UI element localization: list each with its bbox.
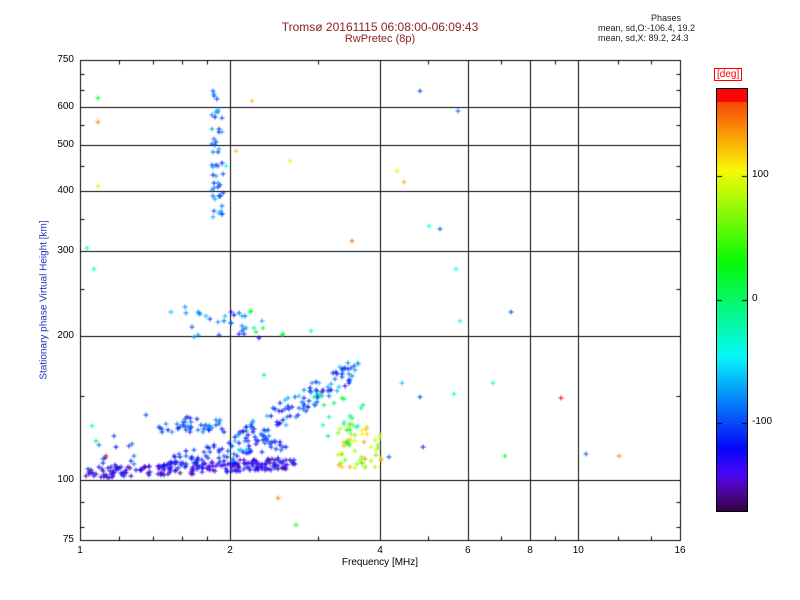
x-tick-label: 4	[377, 545, 383, 556]
colorbar-label: [deg]	[714, 68, 743, 81]
phases-annotation: Phases mean, sd,O:-106.4, 19.2 mean, sd,…	[598, 13, 734, 43]
y-tick-label: 400	[57, 185, 74, 197]
y-tick-label: 200	[57, 329, 74, 341]
colorbar-tick-label: 0	[752, 293, 758, 304]
y-tick-label: 75	[62, 534, 74, 545]
phases-o-stats: mean, sd,O:-106.4, 19.2	[598, 23, 696, 33]
plot-subtitle: RwPretec (8p)	[344, 33, 416, 45]
x-tick-label: 1	[77, 545, 83, 556]
x-tick-label: 6	[464, 545, 471, 556]
x-tick-label: 2	[227, 545, 233, 556]
x-axis-label: Frequency [MHz]	[341, 557, 419, 568]
y-tick-label: 500	[57, 138, 74, 150]
x-tick-label: 16	[674, 545, 686, 556]
y-tick-label: 300	[57, 245, 74, 256]
plot-title: Tromsø 20161115 06:08:00-06:09:43	[281, 20, 479, 34]
x-tick-label: 8	[527, 545, 533, 556]
colorbar-tick-label: -100	[752, 416, 773, 427]
colorbar-canvas	[716, 88, 748, 512]
colorbar-tick-label: 100	[752, 169, 769, 180]
y-tick-label: 100	[57, 474, 74, 486]
y-tick-label: 600	[57, 100, 74, 112]
y-tick-label: 750	[57, 54, 74, 65]
x-tick-label: 10	[572, 545, 584, 556]
phases-header: Phases	[650, 13, 682, 23]
phases-x-stats: mean, sd,X: 89.2, 24.3	[598, 33, 689, 43]
